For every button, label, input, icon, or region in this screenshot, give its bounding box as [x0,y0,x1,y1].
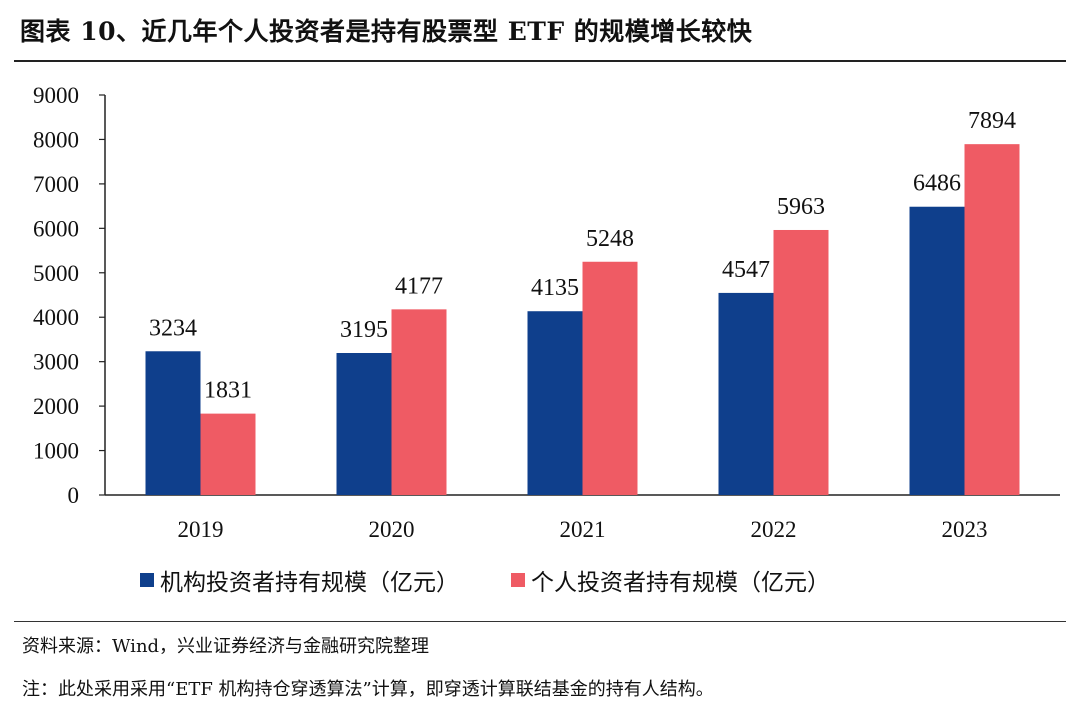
y-tick-label: 6000 [33,216,79,241]
title-divider [14,60,1066,62]
bar-institution [718,292,774,495]
data-label: 5248 [586,226,634,252]
y-tick-label: 9000 [33,83,79,108]
legend-label-institution: 机构投资者持有规模（亿元） [160,570,459,596]
y-tick-label: 1000 [33,439,79,464]
bar-institution [145,351,201,495]
bar-individual [391,309,447,495]
bar-individual [773,229,829,495]
bar-institution [527,311,583,495]
x-tick-label: 2019 [178,517,224,542]
data-label: 1831 [204,378,252,404]
data-label: 3195 [340,317,388,343]
method-note: 注：此处采用采用“ETF 机构持仓穿透算法”计算，即穿透计算联结基金的持有人结构… [22,679,714,700]
x-tick-label: 2020 [369,517,415,542]
y-tick-label: 0 [68,483,80,508]
x-tick-label: 2021 [560,517,606,542]
footer-divider [14,621,1066,622]
x-tick-label: 2022 [751,517,797,542]
data-label: 3234 [149,315,197,341]
bar-institution [909,206,965,495]
source-note: 资料来源：Wind，兴业证券经济与金融研究院整理 [22,636,430,657]
y-tick-label: 2000 [33,394,79,419]
data-label: 4135 [531,275,579,301]
bar-chart: 0 1000 2000 3000 4000 5000 6000 7000 8000 9000 201… [33,83,1060,542]
legend-item-individual: 个人投资者持有规模（亿元） [511,563,830,597]
bar-individual [582,261,638,495]
bar-institution [336,353,392,495]
data-label: 5963 [777,194,825,220]
y-tick-label: 7000 [33,172,79,197]
chart-title: 图表 10、近几年个人投资者是持有股票型 ETF 的规模增长较快 [20,17,753,46]
bar-individual [964,144,1020,495]
y-tick-label: 3000 [33,350,79,375]
y-tick-label: 5000 [33,261,79,286]
data-label: 6486 [913,171,961,197]
legend-item-institution: 机构投资者持有规模（亿元） [140,563,459,597]
x-tick-label: 2023 [942,517,988,542]
data-label: 7894 [968,108,1016,134]
legend: 机构投资者持有规模（亿元） 个人投资者持有规模（亿元） [140,563,830,597]
bar-individual [200,413,256,495]
data-label: 4177 [395,273,443,299]
legend-swatch-individual [511,573,525,587]
y-tick-label: 4000 [33,305,79,330]
data-label: 4547 [722,257,770,283]
legend-label-individual: 个人投资者持有规模（亿元） [531,570,830,596]
legend-swatch-institution [140,573,154,587]
y-tick-label: 8000 [33,127,79,152]
